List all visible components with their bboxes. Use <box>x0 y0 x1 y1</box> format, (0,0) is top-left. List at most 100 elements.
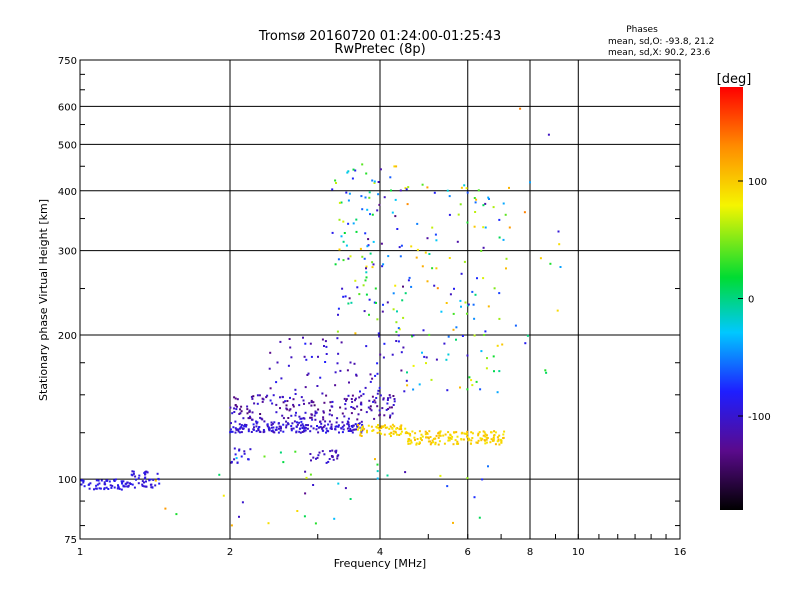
data-point <box>129 482 131 485</box>
data-point <box>456 435 459 438</box>
data-point <box>148 479 151 482</box>
data-point <box>418 441 421 444</box>
data-point <box>352 168 355 171</box>
data-point <box>365 172 368 175</box>
data-point <box>301 427 304 429</box>
data-point <box>236 428 239 431</box>
data-point <box>329 409 331 412</box>
data-point <box>298 404 301 407</box>
colorbar-tick-label: 0 <box>748 295 754 306</box>
data-point <box>391 353 394 356</box>
data-point <box>376 426 379 429</box>
data-point <box>249 448 252 451</box>
data-point <box>328 420 331 423</box>
data-point <box>479 388 482 391</box>
data-point <box>502 433 505 436</box>
data-point <box>266 423 269 426</box>
x-tick-label: 2 <box>227 547 233 558</box>
x-tick-label: 4 <box>377 547 383 558</box>
data-point <box>371 213 374 216</box>
data-point <box>151 486 154 489</box>
data-point <box>389 425 392 428</box>
data-point <box>448 195 451 198</box>
data-point <box>407 438 410 441</box>
data-point <box>314 410 317 413</box>
data-point <box>135 478 137 481</box>
data-point <box>364 232 367 235</box>
data-point <box>272 430 275 433</box>
data-point <box>427 436 430 439</box>
data-point <box>480 439 483 442</box>
data-point <box>99 487 102 490</box>
data-point <box>368 191 371 194</box>
data-point <box>338 201 341 204</box>
data-point <box>286 422 289 425</box>
data-point <box>377 426 380 429</box>
data-point <box>350 301 353 304</box>
data-point <box>424 251 427 254</box>
data-point <box>291 422 294 425</box>
data-point <box>404 292 407 295</box>
data-point <box>349 255 352 258</box>
data-point <box>391 426 394 429</box>
data-point <box>89 482 92 485</box>
data-point <box>474 201 477 204</box>
data-point <box>435 239 438 242</box>
data-point <box>246 405 249 408</box>
x-tick-label: 1 <box>77 547 83 558</box>
data-point <box>404 427 407 430</box>
data-point <box>310 425 313 428</box>
data-point <box>494 431 497 434</box>
data-point <box>382 425 385 428</box>
data-point <box>480 249 483 252</box>
data-point <box>352 428 355 431</box>
data-point <box>327 460 330 463</box>
data-point <box>389 414 392 417</box>
data-point <box>290 427 293 430</box>
data-point <box>399 255 402 258</box>
data-point <box>493 370 495 373</box>
data-point <box>412 364 415 367</box>
data-point <box>494 443 497 446</box>
data-point <box>249 416 252 419</box>
data-point <box>508 226 511 229</box>
data-point <box>473 334 476 337</box>
data-point <box>290 356 293 359</box>
data-point <box>308 402 311 405</box>
data-point <box>289 408 292 411</box>
data-point <box>377 332 380 335</box>
data-point <box>376 463 379 466</box>
data-point <box>460 186 463 189</box>
data-point <box>382 398 385 401</box>
data-point <box>111 484 114 487</box>
data-point <box>371 377 374 380</box>
data-point <box>452 443 455 446</box>
data-point <box>405 379 408 382</box>
data-point <box>370 409 373 412</box>
data-point <box>349 428 352 430</box>
data-point <box>325 461 328 464</box>
data-point <box>381 265 384 268</box>
data-point <box>319 376 322 379</box>
data-point <box>275 403 278 406</box>
data-point <box>405 431 408 434</box>
data-point <box>426 280 429 283</box>
data-point <box>368 196 371 199</box>
data-point <box>257 429 260 432</box>
colorbar-tick-label: 100 <box>748 177 767 188</box>
data-point <box>312 484 315 486</box>
data-point <box>282 401 285 404</box>
data-point <box>428 440 431 443</box>
data-point <box>270 424 273 426</box>
data-point <box>149 483 152 486</box>
data-point <box>285 420 288 423</box>
data-point <box>544 369 547 372</box>
data-point <box>446 485 449 488</box>
data-point <box>327 423 330 426</box>
data-point <box>80 483 83 486</box>
data-point <box>304 386 307 389</box>
data-point <box>295 425 298 428</box>
data-point <box>447 353 450 356</box>
data-point <box>249 415 251 418</box>
data-point <box>350 429 353 432</box>
